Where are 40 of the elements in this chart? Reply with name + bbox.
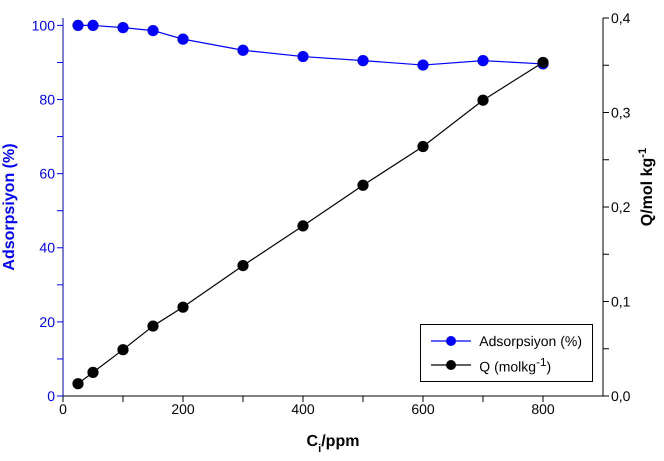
point <box>357 55 369 66</box>
point <box>147 25 159 36</box>
point <box>72 378 84 390</box>
point <box>177 302 189 313</box>
x-tick-label: 600 <box>411 400 435 417</box>
point <box>147 320 159 332</box>
y-tick-label: 100 <box>32 17 56 34</box>
x-tick-label: 400 <box>291 400 315 417</box>
y2-tick-label: 0,0 <box>611 388 631 404</box>
point <box>117 22 129 34</box>
y-tick-label: 0 <box>47 388 56 404</box>
point <box>477 94 489 106</box>
point <box>357 180 369 191</box>
y-tick-label: 60 <box>39 166 56 182</box>
y-tick-label: 40 <box>39 240 56 256</box>
x-tick-label: 800 <box>531 400 555 417</box>
point <box>117 344 129 356</box>
point <box>297 220 309 232</box>
point <box>297 50 309 62</box>
x-tick-label: 200 <box>171 400 195 417</box>
point <box>87 366 99 378</box>
x-tick-label: 0 <box>59 400 68 417</box>
y-tick-label: 20 <box>39 314 56 330</box>
legend-label: Q (molkg$^{-1}$) <box>479 356 552 374</box>
y2-tick-label: 0,2 <box>611 198 631 215</box>
y-axis-title: Adsorpsiyon (%) <box>1 143 18 271</box>
point <box>72 20 84 32</box>
point <box>417 59 429 71</box>
point <box>87 20 99 32</box>
point <box>177 34 189 45</box>
y2-tick-label: 0,1 <box>611 293 631 310</box>
y2-tick-label: 0,3 <box>611 104 631 120</box>
point <box>477 55 489 66</box>
point <box>237 44 249 56</box>
x-axis-title: C$_{i}$/ppm <box>306 433 360 455</box>
point <box>417 140 429 152</box>
y2-tick-label: 0,4 <box>611 10 631 26</box>
point <box>237 260 249 272</box>
legend-label: Adsorpsiyon (%) <box>479 333 582 349</box>
y-tick-label: 80 <box>39 92 56 108</box>
